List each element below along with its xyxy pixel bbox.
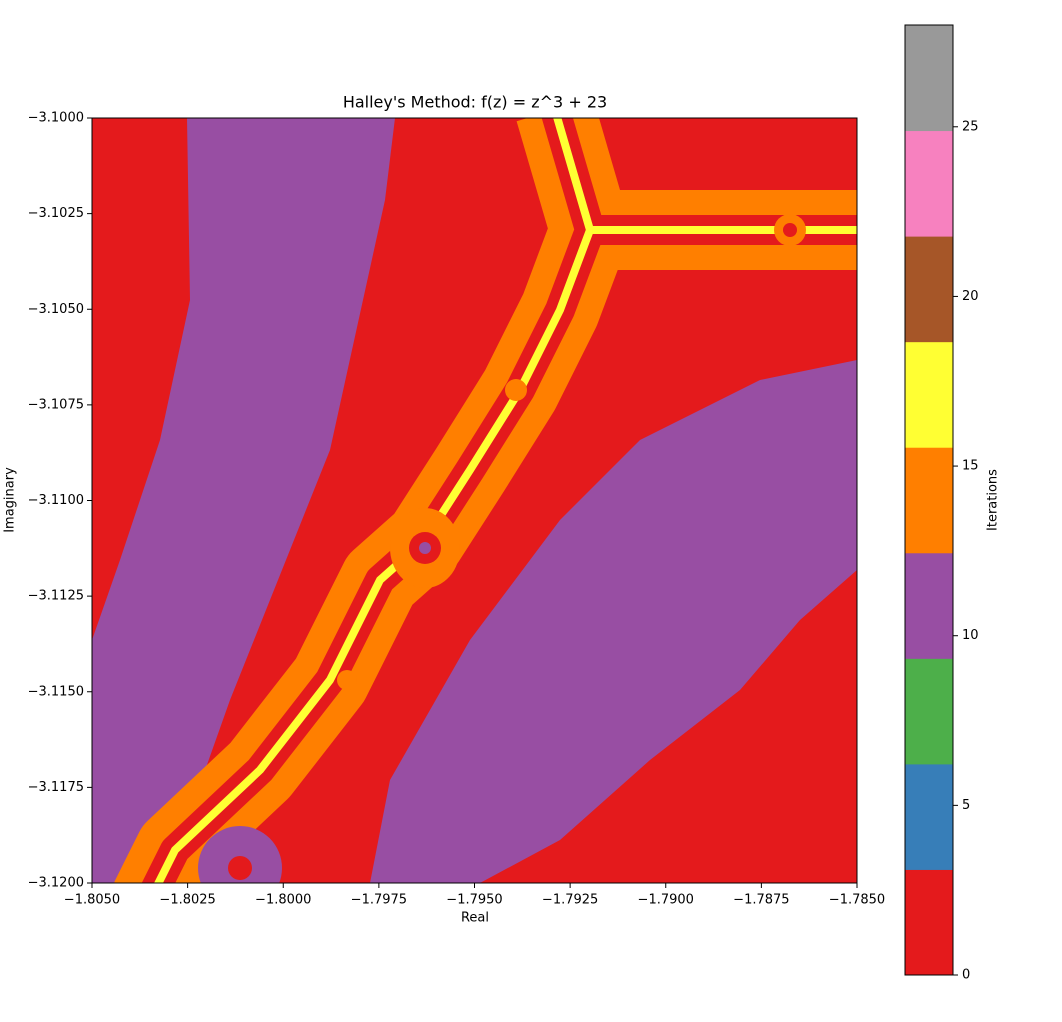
colorbar-segment	[905, 763, 953, 870]
colorbar-tick-label: 0	[962, 968, 970, 983]
purple-region	[370, 360, 857, 883]
bulb	[783, 223, 797, 237]
x-tick-label: −1.7900	[638, 893, 694, 908]
colorbar-tick-label: 10	[962, 628, 979, 643]
colorbar-tick-label: 20	[962, 289, 979, 304]
y-tick-label: −3.1000	[28, 111, 84, 126]
x-tick-label: −1.7850	[829, 893, 885, 908]
x-tick-label: −1.7925	[542, 893, 598, 908]
chart-title: Halley's Method: f(z) = z^3 + 23	[343, 93, 607, 112]
colorbar-segment	[905, 869, 953, 976]
colorbar-segment	[905, 341, 953, 448]
x-tick-label: −1.7950	[446, 893, 502, 908]
colorbar-segment	[905, 658, 953, 765]
colorbar-tick-label: 25	[962, 119, 979, 134]
x-tick-label: −1.7875	[733, 893, 789, 908]
y-axis-label: Imaginary	[3, 467, 18, 533]
x-tick-label: −1.7975	[351, 893, 407, 908]
y-tick-label: −3.1050	[28, 302, 84, 317]
bulb	[337, 670, 357, 690]
y-tick-label: −3.1150	[28, 684, 84, 699]
colorbar-tick-label: 5	[962, 798, 970, 813]
y-tick-label: −3.1075	[28, 397, 84, 412]
colorbar-frame	[904, 24, 954, 976]
y-tick-label: −3.1125	[28, 589, 84, 604]
bulb	[228, 856, 252, 880]
x-tick-label: −1.8050	[64, 893, 120, 908]
purple-region	[92, 118, 395, 883]
y-tick-label: −3.1200	[28, 876, 84, 891]
x-tick-label: −1.8025	[159, 893, 215, 908]
y-tick-label: −3.1175	[28, 780, 84, 795]
bulb	[505, 379, 527, 401]
y-tick-label: −3.1100	[28, 493, 84, 508]
colorbar-segment	[905, 236, 953, 343]
x-tick-label: −1.8000	[255, 893, 311, 908]
colorbar-segment	[905, 447, 953, 554]
colorbar-segment	[905, 130, 953, 237]
x-axis-label: Real	[461, 911, 489, 926]
y-tick-label: −3.1025	[28, 206, 84, 221]
colorbar-label: Iterations	[986, 469, 1001, 531]
bulb	[198, 826, 282, 883]
bulb	[419, 542, 431, 554]
colorbar-segment	[905, 25, 953, 132]
colorbar-tick-label: 15	[962, 459, 979, 474]
colorbar-segment	[905, 552, 953, 659]
fractal-image	[92, 118, 857, 883]
